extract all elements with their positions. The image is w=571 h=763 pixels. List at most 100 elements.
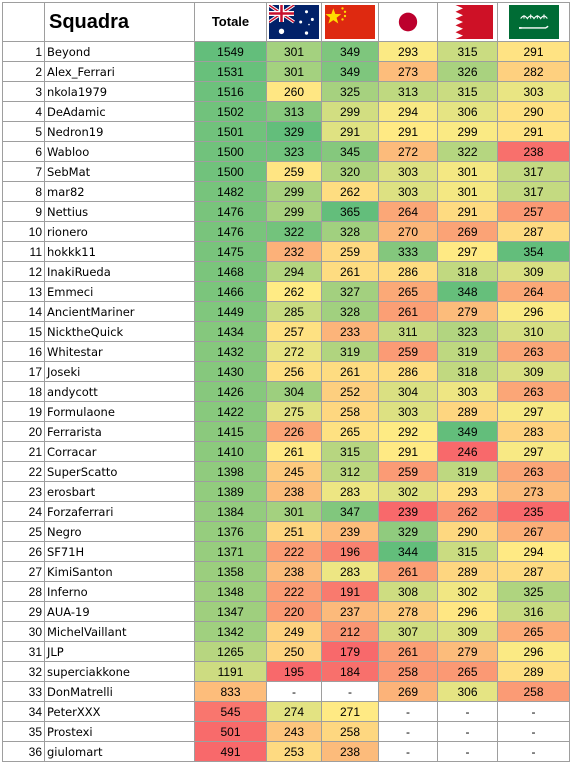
race-score-cell: 316 xyxy=(497,601,570,622)
total-cell: 1531 xyxy=(194,61,267,82)
race-score-cell: 258 xyxy=(321,401,379,422)
total-cell: 491 xyxy=(194,741,267,762)
table-row: 24 Forzaferrari 1384 301 347 239 262 235 xyxy=(2,501,570,522)
race-score-cell: 273 xyxy=(497,481,570,502)
race-score-cell: 304 xyxy=(378,381,438,402)
race-score-cell: 320 xyxy=(321,161,379,182)
total-cell: 1502 xyxy=(194,101,267,122)
rank-cell: 17 xyxy=(2,361,45,382)
race-score-cell: 308 xyxy=(378,581,438,602)
rank-cell: 8 xyxy=(2,181,45,202)
rank-cell: 20 xyxy=(2,421,45,442)
race-score-cell: 250 xyxy=(266,641,322,662)
race-score-cell: 269 xyxy=(378,681,438,702)
table-row: 15 NicktheQuick 1434 257 233 311 323 310 xyxy=(2,321,570,342)
rank-cell: 36 xyxy=(2,741,45,762)
team-name-cell: Inferno xyxy=(44,581,195,602)
table-row: 6 Wabloo 1500 323 345 272 322 238 xyxy=(2,141,570,162)
team-name-cell: Emmeci xyxy=(44,281,195,302)
race-score-cell: 291 xyxy=(378,121,438,142)
race-score-cell: 301 xyxy=(266,41,322,62)
race-score-cell: 293 xyxy=(437,481,498,502)
race-score-cell: 238 xyxy=(266,561,322,582)
race-score-cell: 322 xyxy=(266,221,322,242)
race-score-cell: 294 xyxy=(266,261,322,282)
race-score-cell: 319 xyxy=(321,341,379,362)
race-score-cell: 258 xyxy=(378,661,438,682)
race-score-cell: 269 xyxy=(437,221,498,242)
total-cell: 1422 xyxy=(194,401,267,422)
race-score-cell: - xyxy=(378,721,438,742)
table-row: 18 andycott 1426 304 252 304 303 263 xyxy=(2,381,570,402)
total-cell: 1482 xyxy=(194,181,267,202)
team-name-cell: Joseki xyxy=(44,361,195,382)
race-score-cell: 319 xyxy=(437,461,498,482)
race-score-cell: 292 xyxy=(378,421,438,442)
race-score-cell: 329 xyxy=(378,521,438,542)
race-score-cell: 347 xyxy=(321,501,379,522)
race-score-cell: 318 xyxy=(437,261,498,282)
rank-cell: 21 xyxy=(2,441,45,462)
race-score-cell: 261 xyxy=(378,641,438,662)
race-score-cell: 261 xyxy=(378,301,438,322)
table-row: 5 Nedron19 1501 329 291 291 299 291 xyxy=(2,121,570,142)
race-score-cell: 317 xyxy=(497,181,570,202)
china-column-header xyxy=(321,2,379,42)
rank-cell: 4 xyxy=(2,101,45,122)
race-score-cell: 294 xyxy=(497,541,570,562)
china-flag-icon xyxy=(325,5,375,39)
race-score-cell: 263 xyxy=(497,461,570,482)
total-cell: 1449 xyxy=(194,301,267,322)
australia-column-header xyxy=(266,2,322,42)
race-score-cell: 289 xyxy=(437,561,498,582)
race-score-cell: 318 xyxy=(437,361,498,382)
race-score-cell: 265 xyxy=(321,421,379,442)
race-score-cell: 261 xyxy=(321,261,379,282)
team-name-cell: Whitestar xyxy=(44,341,195,362)
race-score-cell: 303 xyxy=(378,161,438,182)
total-cell: 1371 xyxy=(194,541,267,562)
race-score-cell: 233 xyxy=(321,321,379,342)
rank-cell: 27 xyxy=(2,561,45,582)
race-score-cell: 232 xyxy=(266,241,322,262)
race-score-cell: 328 xyxy=(321,221,379,242)
team-name-cell: erosbart xyxy=(44,481,195,502)
table-row: 1 Beyond 1549 301 349 293 315 291 xyxy=(2,41,570,62)
race-score-cell: 258 xyxy=(497,681,570,702)
total-cell: 1549 xyxy=(194,41,267,62)
race-score-cell: 291 xyxy=(497,41,570,62)
total-cell: 1384 xyxy=(194,501,267,522)
race-score-cell: - xyxy=(437,701,498,722)
rank-cell: 24 xyxy=(2,501,45,522)
race-score-cell: 261 xyxy=(321,361,379,382)
race-score-cell: 261 xyxy=(266,441,322,462)
table-row: 21 Corracar 1410 261 315 291 246 297 xyxy=(2,441,570,462)
race-score-cell: 267 xyxy=(497,521,570,542)
total-cell: 1430 xyxy=(194,361,267,382)
race-score-cell: 304 xyxy=(266,381,322,402)
table-row: 4 DeAdamic 1502 313 299 294 306 290 xyxy=(2,101,570,122)
race-score-cell: 212 xyxy=(321,621,379,642)
race-score-cell: 246 xyxy=(437,441,498,462)
table-row: 13 Emmeci 1466 262 327 265 348 264 xyxy=(2,281,570,302)
rank-cell: 25 xyxy=(2,521,45,542)
total-cell: 1398 xyxy=(194,461,267,482)
race-score-cell: 365 xyxy=(321,201,379,222)
total-cell: 501 xyxy=(194,721,267,742)
table-row: 7 SebMat 1500 259 320 303 301 317 xyxy=(2,161,570,182)
rank-cell: 6 xyxy=(2,141,45,162)
race-score-cell: 309 xyxy=(497,261,570,282)
race-score-cell: 313 xyxy=(266,101,322,122)
table-row: 34 PeterXXX 545 274 271- - - xyxy=(2,701,570,722)
race-score-cell: 239 xyxy=(321,521,379,542)
rank-cell: 26 xyxy=(2,541,45,562)
race-score-cell: 310 xyxy=(497,321,570,342)
race-score-cell: 291 xyxy=(497,121,570,142)
total-cell: 833 xyxy=(194,681,267,702)
race-score-cell: 329 xyxy=(266,121,322,142)
race-score-cell: 315 xyxy=(321,441,379,462)
race-score-cell: 312 xyxy=(321,461,379,482)
rank-cell: 12 xyxy=(2,261,45,282)
race-score-cell: 301 xyxy=(266,501,322,522)
table-row: 19 Formulaone 1422 275 258 303 289 297 xyxy=(2,401,570,422)
